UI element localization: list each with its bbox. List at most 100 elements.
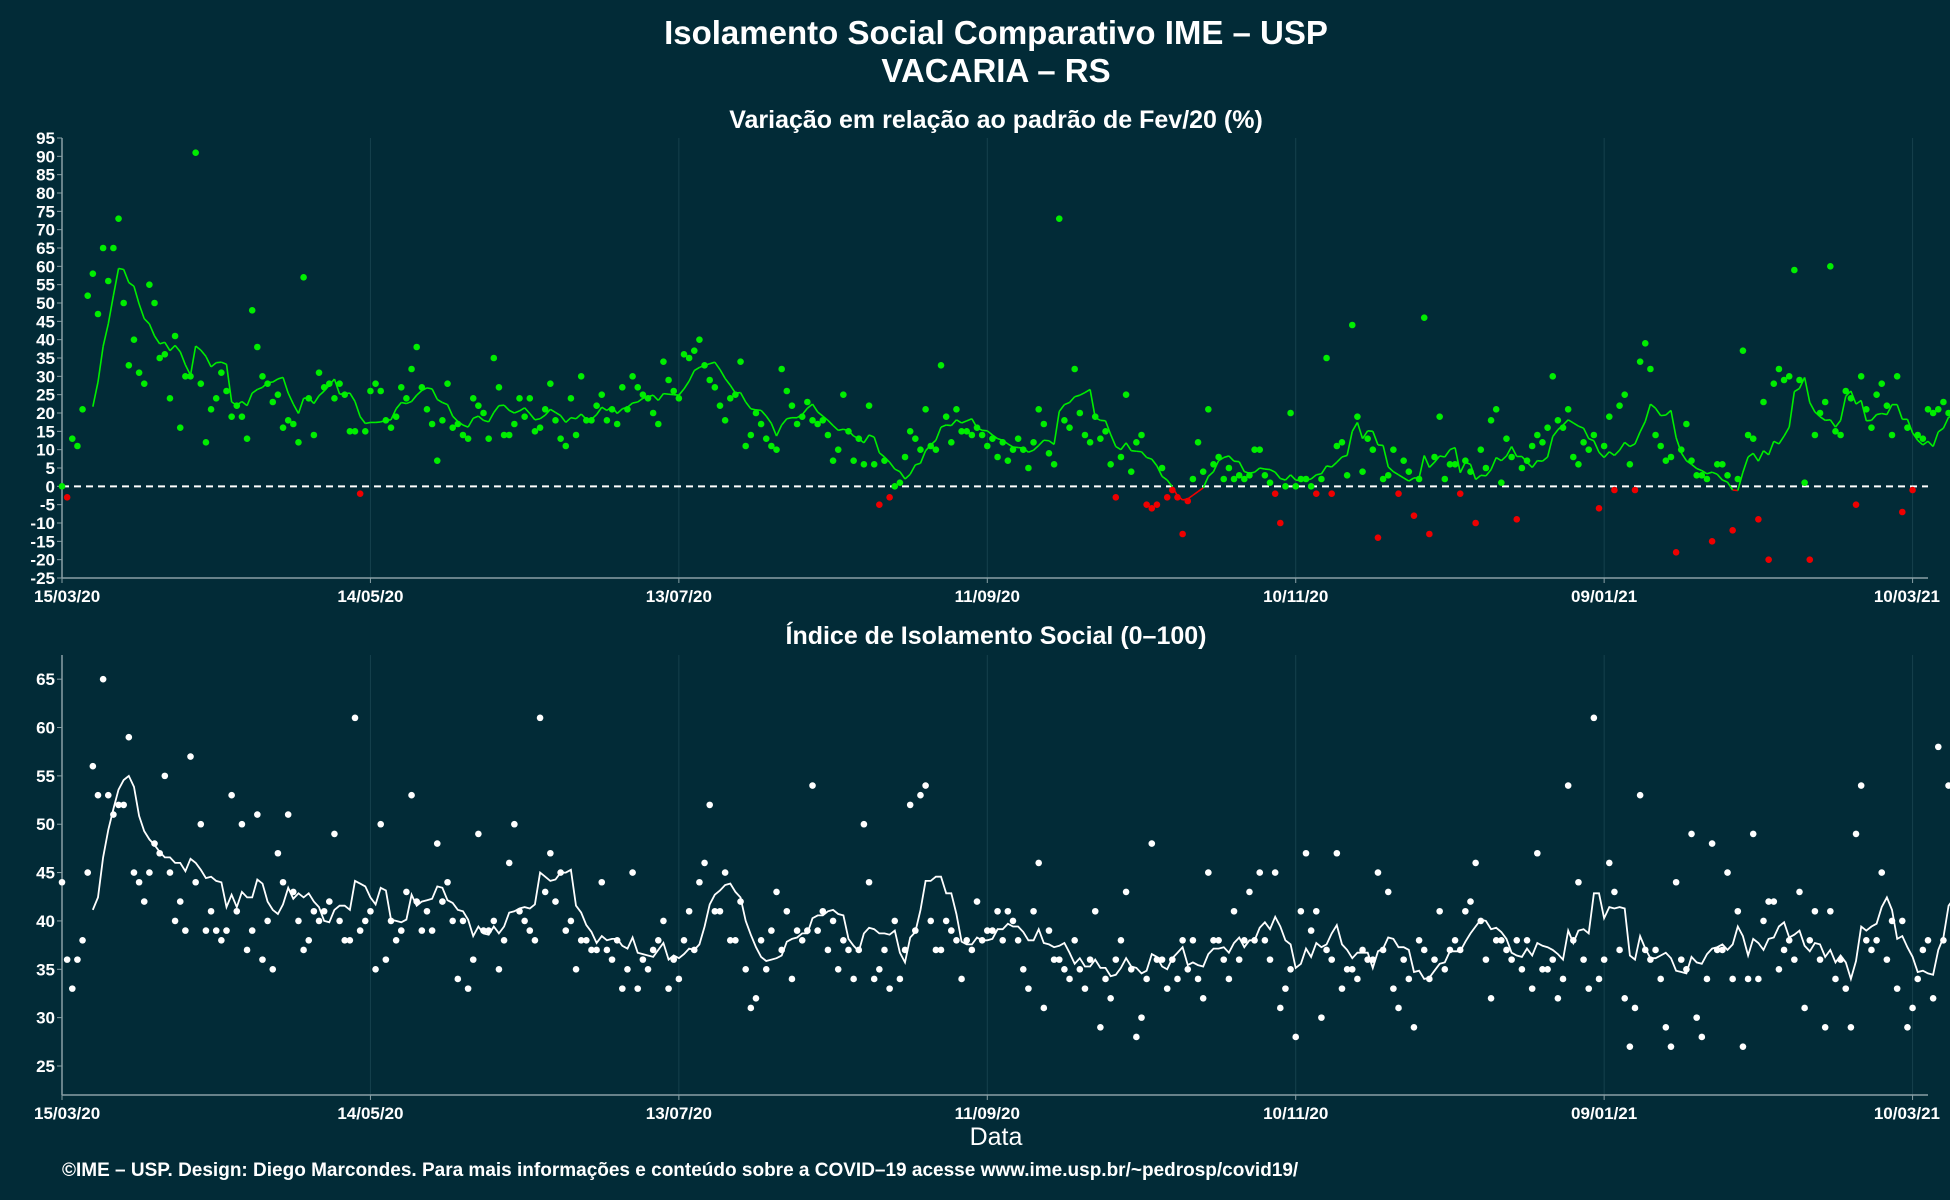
data-point <box>110 811 117 818</box>
data-point <box>1184 497 1192 505</box>
data-point <box>1014 936 1022 944</box>
data-point <box>1328 956 1336 963</box>
moving-average-segment <box>832 424 839 431</box>
data-point <box>757 420 765 428</box>
data-point <box>351 714 359 722</box>
moving-average-segment <box>775 424 783 437</box>
data-point <box>598 391 606 398</box>
data-point <box>1703 475 1711 483</box>
data-point <box>1636 358 1644 365</box>
data-point <box>475 830 482 838</box>
data-point <box>917 791 924 799</box>
data-point <box>639 391 647 398</box>
data-point <box>1271 869 1279 876</box>
data-point <box>1534 849 1541 857</box>
data-point <box>1189 936 1197 944</box>
moving-average-segment <box>827 419 834 427</box>
moving-average-segment <box>1624 441 1631 448</box>
data-point <box>1688 830 1695 838</box>
data-point <box>1384 472 1392 479</box>
data-point <box>1158 464 1166 472</box>
data-point <box>1215 936 1222 944</box>
y-tick-label: 5 <box>46 459 55 478</box>
moving-average-segment <box>1156 465 1163 477</box>
data-point <box>187 753 194 760</box>
moving-average-segment <box>1346 431 1354 456</box>
data-point <box>1734 475 1742 483</box>
data-point <box>1652 431 1659 439</box>
data-point <box>927 442 935 450</box>
data-point <box>1174 494 1181 501</box>
data-point <box>1297 475 1305 483</box>
moving-average-segment <box>1546 436 1554 458</box>
data-point <box>1749 435 1757 442</box>
bottom-chart-title: Índice de Isolamento Social (0–100) <box>786 621 1207 650</box>
moving-average-segment <box>467 417 474 428</box>
moving-average-segment <box>1028 449 1034 454</box>
data-point <box>300 946 307 954</box>
data-point <box>310 907 318 915</box>
moving-average-segment <box>909 464 917 475</box>
data-point <box>1811 907 1819 915</box>
moving-average-segment <box>1074 394 1081 398</box>
data-point <box>115 801 122 809</box>
moving-average-segment <box>1356 422 1364 439</box>
moving-average-segment <box>1331 461 1338 468</box>
data-point <box>1626 1043 1634 1050</box>
data-point <box>1241 936 1248 944</box>
moving-average-segment <box>200 349 207 357</box>
data-point <box>1379 475 1387 483</box>
data-point <box>1590 431 1598 439</box>
y-tick-label: 10 <box>36 441 55 460</box>
moving-average-segment <box>760 409 767 417</box>
data-point <box>1472 519 1479 527</box>
moving-average-segment <box>148 323 156 337</box>
moving-average-segment <box>946 424 952 427</box>
data-point <box>433 840 441 847</box>
data-point <box>1698 472 1706 479</box>
moving-average-segment <box>395 402 402 410</box>
data-point <box>223 927 230 934</box>
data-point <box>1287 409 1294 417</box>
moving-average-segment <box>668 393 674 396</box>
data-point <box>860 820 868 828</box>
moving-average-segment <box>1845 390 1852 397</box>
data-point <box>1282 985 1289 992</box>
variation-chart: 95908580757065605550454035302520151050-5… <box>30 129 1950 606</box>
moving-average-segment <box>1582 427 1590 440</box>
data-point <box>1148 505 1156 512</box>
data-point <box>721 869 729 876</box>
data-point <box>1672 549 1680 556</box>
data-point <box>1688 457 1695 464</box>
data-point <box>58 483 66 490</box>
data-point <box>459 431 467 439</box>
data-point <box>834 965 842 973</box>
data-point <box>1811 431 1819 439</box>
moving-average-segment <box>1778 435 1785 445</box>
moving-average-segment <box>122 269 130 283</box>
data-point <box>834 446 842 453</box>
moving-average-segment <box>1783 426 1790 437</box>
data-point <box>74 956 81 963</box>
data-point <box>901 453 909 461</box>
data-point <box>685 907 693 915</box>
data-point <box>1405 975 1413 983</box>
data-point <box>68 985 76 992</box>
data-point <box>547 380 554 387</box>
data-point <box>1888 917 1896 925</box>
data-point <box>192 878 199 886</box>
data-point <box>439 898 446 905</box>
data-point <box>1508 453 1515 461</box>
data-point <box>1528 985 1536 992</box>
data-point <box>701 362 708 369</box>
data-point <box>577 373 585 380</box>
data-point <box>469 956 477 963</box>
moving-average-segment <box>1552 429 1559 438</box>
moving-average-segment <box>549 408 556 414</box>
data-point <box>207 406 215 413</box>
data-point <box>140 898 148 905</box>
data-point <box>315 917 323 925</box>
data-point <box>367 387 374 395</box>
data-point <box>999 439 1007 446</box>
moving-average-segment <box>950 419 958 427</box>
